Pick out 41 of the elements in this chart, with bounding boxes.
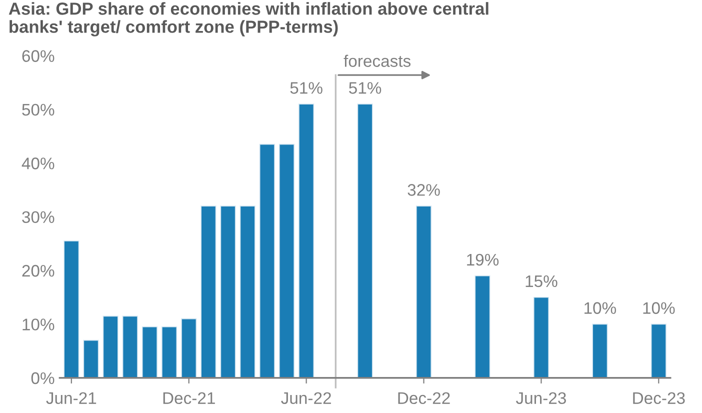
bar: [64, 240, 80, 378]
bar: [220, 206, 236, 378]
bar: [181, 318, 197, 378]
x-tick-label: Dec-21: [163, 392, 215, 404]
data-label: 19%: [467, 254, 499, 266]
y-tick-label: 30%: [22, 211, 54, 224]
bar: [122, 316, 138, 378]
y-tick-label: 0%: [31, 372, 54, 384]
x-tick-label: Dec-23: [633, 392, 685, 404]
bar: [650, 324, 666, 378]
bar: [357, 104, 373, 378]
y-tick-label: 10%: [22, 318, 54, 330]
bar: [162, 326, 178, 378]
bar: [142, 326, 158, 378]
bar: [592, 324, 608, 378]
y-tick-label: 50%: [22, 104, 54, 116]
bar: [416, 206, 432, 378]
bar: [200, 206, 216, 378]
y-tick-label: 40%: [22, 158, 54, 170]
bar: [240, 206, 256, 378]
bar: [298, 104, 314, 378]
x-tick-label: Jun-21: [46, 392, 96, 404]
annotation: forecasts: [344, 54, 411, 67]
data-label: 51%: [290, 82, 322, 94]
y-tick-label: 60%: [22, 50, 54, 62]
bar: [533, 296, 549, 378]
x-tick-label: Jun-22: [281, 392, 331, 404]
x-tick-label: Dec-22: [398, 392, 450, 404]
chart-title: Asia: GDP share of economies with inflation above central banks' target/ comfort zone (PPP-terms): [8, 2, 488, 36]
data-label: 10%: [584, 302, 616, 314]
data-label: 10%: [643, 302, 675, 314]
bar: [259, 144, 275, 378]
bar: [102, 316, 118, 378]
y-tick-label: 20%: [22, 264, 54, 277]
data-label: 15%: [526, 275, 558, 288]
bar: [278, 144, 294, 378]
bar: [83, 340, 99, 378]
data-label: 51%: [349, 82, 382, 94]
bar: [474, 275, 490, 378]
data-label: 32%: [408, 184, 440, 196]
x-tick-label: Jun-23: [516, 392, 566, 404]
